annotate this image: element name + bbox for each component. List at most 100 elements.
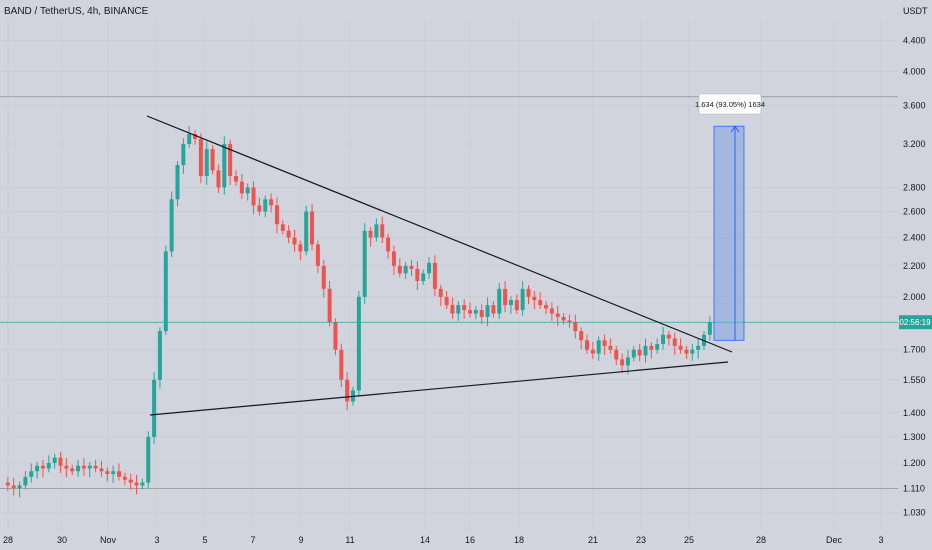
- price-axis[interactable]: 4.400 4.000 3.600 3.200 2.800 2.600 2.400 2.200…: [903, 35, 926, 517]
- candle-up: [655, 344, 660, 350]
- price-tick-label: 2.600: [903, 207, 926, 217]
- candle-down: [11, 485, 16, 489]
- candle-down: [93, 465, 98, 469]
- current-price-tag-box: [899, 315, 932, 330]
- candles-layer: [5, 126, 712, 498]
- time-tick-label: 28: [756, 535, 766, 545]
- candle-up: [356, 296, 361, 391]
- candle-down: [99, 468, 104, 472]
- candle-down: [637, 349, 642, 356]
- price-tick-label: 1.700: [903, 345, 926, 355]
- time-tick-label: 3: [878, 535, 883, 545]
- candle-up: [181, 144, 186, 165]
- candle-down: [234, 176, 238, 182]
- candle-down: [538, 300, 543, 306]
- candle-up: [175, 164, 180, 200]
- candle-down: [81, 465, 86, 469]
- candle-up: [87, 465, 92, 469]
- candle-up: [169, 199, 174, 252]
- candle-down: [315, 244, 320, 266]
- time-tick-label: 23: [636, 535, 646, 545]
- candle-up: [146, 436, 151, 483]
- candle-down: [397, 265, 402, 274]
- time-tick-label: 28: [3, 535, 13, 545]
- candle-up: [374, 224, 379, 238]
- time-tick-label: 16: [465, 535, 475, 545]
- price-axis-unit: USDT: [903, 6, 928, 16]
- ascending-trendline: [149, 361, 729, 416]
- measure-box: [713, 125, 745, 341]
- candle-down: [391, 251, 396, 266]
- price-tick-label: 1.110: [903, 483, 925, 493]
- candle-up: [508, 300, 513, 306]
- candle-down: [479, 310, 484, 317]
- candle-down: [608, 345, 613, 350]
- price-tick-label: 4.400: [903, 35, 926, 45]
- candle-up: [222, 144, 227, 188]
- time-axis[interactable]: 28 30 Nov 3 5 7 9 11 14 16 18 21 23 25 28 Dec 3: [3, 535, 884, 545]
- candle-down: [321, 265, 326, 289]
- candle-up: [52, 457, 57, 463]
- candle-down: [380, 224, 385, 238]
- candle-down: [70, 468, 75, 472]
- price-tick-label: 1.550: [903, 375, 926, 385]
- time-tick-label: 11: [345, 535, 354, 545]
- measure-layer[interactable]: 1.634 (93.05%) 1634: [695, 93, 765, 341]
- candle-down: [292, 237, 297, 245]
- chart-header-title: BAND / TetherUS, 4h, BINANCE: [4, 6, 149, 17]
- candle-down: [286, 230, 291, 238]
- candle-up: [707, 322, 712, 335]
- candle-down: [333, 322, 338, 350]
- candle-up: [263, 199, 268, 212]
- price-tick-label: 2.800: [903, 182, 926, 192]
- candle-down: [450, 305, 455, 314]
- time-tick-label: 7: [250, 535, 255, 545]
- time-tick-label: 14: [420, 535, 430, 545]
- candle-down: [345, 379, 350, 402]
- candle-down: [327, 288, 332, 323]
- candle-up: [304, 211, 309, 252]
- candle-up: [497, 288, 502, 314]
- measure-label: 1.634 (93.05%) 1634: [695, 100, 765, 109]
- candle-down: [684, 349, 689, 354]
- candle-down: [438, 288, 443, 297]
- candle-up: [456, 305, 461, 314]
- current-price-tag: 02:56:19: [899, 315, 932, 330]
- candle-down: [298, 244, 303, 252]
- candle-up: [596, 340, 601, 354]
- price-tick-label: 1.300: [903, 432, 926, 442]
- candle-down: [239, 181, 244, 194]
- candle-down: [409, 265, 414, 269]
- candle-down: [122, 476, 127, 480]
- candle-down: [58, 457, 63, 466]
- candle-down: [280, 224, 285, 231]
- candle-down: [64, 465, 69, 469]
- candle-down: [432, 262, 437, 289]
- candle-up: [35, 465, 40, 472]
- price-tick-label: 4.000: [903, 66, 926, 76]
- candle-up: [421, 273, 426, 281]
- price-tick-label: 3.600: [903, 101, 926, 111]
- candle-up: [690, 349, 695, 354]
- candle-down: [274, 205, 279, 225]
- candle-down: [544, 305, 549, 309]
- candle-down: [210, 149, 215, 171]
- candle-down: [462, 305, 467, 311]
- candle-down: [257, 205, 262, 212]
- candle-up: [403, 265, 408, 274]
- trendlines-layer: [146, 115, 733, 416]
- candle-down: [269, 199, 274, 206]
- price-tick-label: 1.400: [903, 408, 926, 418]
- candle-down: [649, 345, 654, 350]
- price-tick-label: 1.030: [903, 508, 926, 518]
- candle-down: [198, 138, 203, 177]
- candle-down: [514, 300, 519, 311]
- candle-down: [468, 310, 472, 314]
- candle-down: [117, 471, 121, 477]
- candle-down: [310, 211, 315, 245]
- candle-down: [526, 288, 531, 297]
- time-tick-label: Nov: [100, 535, 117, 545]
